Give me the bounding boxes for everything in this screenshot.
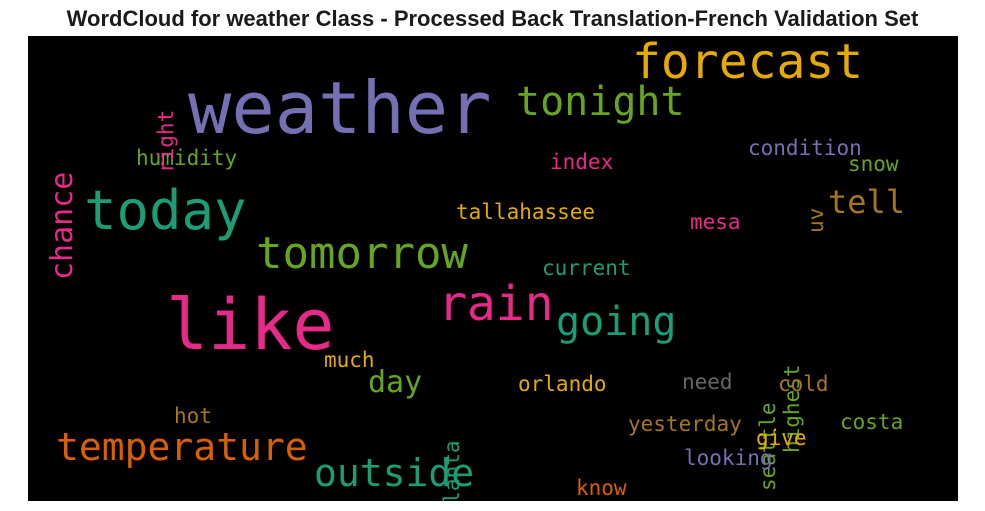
word-index: index bbox=[550, 150, 614, 174]
word-rain: rain bbox=[438, 276, 554, 332]
word-weather: weather bbox=[188, 66, 492, 150]
word-chance: chance bbox=[45, 171, 80, 280]
word-orlando: orlando bbox=[518, 372, 607, 396]
word-right: right bbox=[154, 109, 178, 173]
word-costa: costa bbox=[840, 410, 904, 434]
word-yesterday: yesterday bbox=[628, 412, 742, 436]
word-tonight: tonight bbox=[516, 79, 685, 125]
word-like: like bbox=[166, 284, 335, 366]
word-tomorrow: tomorrow bbox=[256, 228, 468, 279]
word-snow: snow bbox=[848, 152, 899, 176]
word-current: current bbox=[542, 256, 631, 280]
word-looking: looking bbox=[684, 446, 773, 470]
word-tallahassee: tallahassee bbox=[456, 200, 596, 224]
word-today: today bbox=[84, 179, 247, 242]
word-forecast: forecast bbox=[632, 36, 864, 90]
word-uv: uv bbox=[804, 207, 828, 233]
word-day: day bbox=[368, 365, 423, 400]
chart-title: WordCloud for weather Class - Processed … bbox=[66, 6, 919, 31]
word-tell: tell bbox=[828, 183, 906, 221]
word-going: going bbox=[556, 299, 677, 345]
word-know: know bbox=[576, 476, 627, 500]
word-need: need bbox=[682, 370, 733, 394]
word-condition: condition bbox=[748, 136, 862, 160]
word-hot: hot bbox=[174, 404, 212, 428]
word-atlanta: atlanta bbox=[440, 440, 464, 501]
word-give: give bbox=[756, 426, 807, 450]
word-mesa: mesa bbox=[690, 210, 741, 234]
word-outside: outside bbox=[314, 451, 475, 495]
word-temperature: temperature bbox=[56, 425, 308, 469]
wordcloud-canvas: weather like forecast today tomorrow tonight r… bbox=[28, 36, 958, 501]
word-cold: cold bbox=[778, 372, 829, 396]
word-humidity: humidity bbox=[136, 146, 238, 170]
word-much: much bbox=[324, 348, 375, 372]
